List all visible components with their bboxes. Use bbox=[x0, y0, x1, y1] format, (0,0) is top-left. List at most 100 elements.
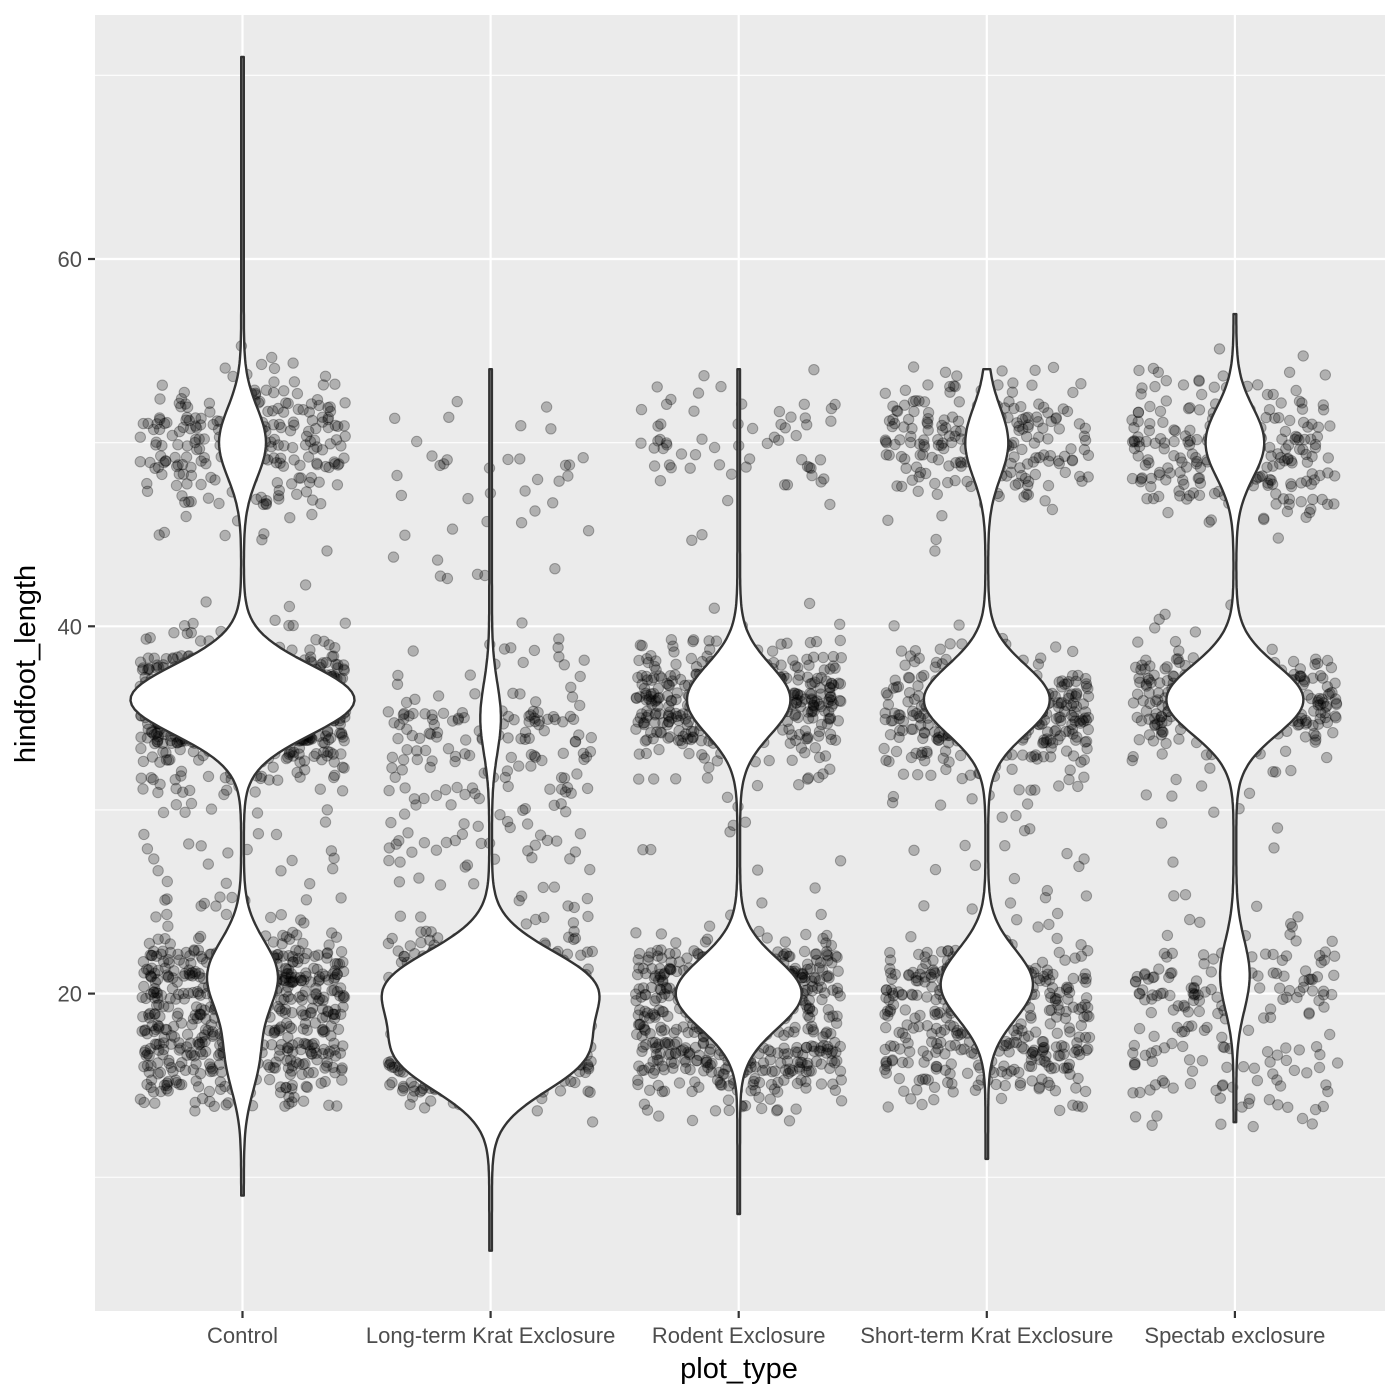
jitter-point bbox=[179, 806, 191, 818]
jitter-point bbox=[538, 725, 550, 737]
jitter-point bbox=[816, 964, 829, 976]
jitter-point bbox=[321, 952, 333, 964]
jitter-point bbox=[686, 1114, 699, 1127]
jitter-point bbox=[184, 784, 196, 797]
jitter-point bbox=[814, 454, 827, 466]
jitter-point bbox=[462, 492, 474, 505]
jitter-point bbox=[195, 840, 207, 852]
jitter-point bbox=[1063, 773, 1075, 786]
jitter-point bbox=[1082, 945, 1094, 957]
jitter-point bbox=[1297, 350, 1309, 362]
jitter-point bbox=[829, 662, 841, 674]
jitter-point bbox=[531, 1105, 543, 1117]
jitter-point bbox=[1069, 690, 1082, 703]
jitter-point bbox=[331, 958, 344, 970]
jitter-point bbox=[196, 1036, 208, 1049]
jitter-point bbox=[387, 551, 400, 563]
jitter-point bbox=[319, 1075, 331, 1088]
jitter-point bbox=[1037, 1036, 1050, 1048]
jitter-point bbox=[293, 742, 306, 754]
jitter-point bbox=[1144, 400, 1156, 413]
jitter-point bbox=[162, 1075, 175, 1088]
jitter-point bbox=[953, 619, 965, 631]
jitter-point bbox=[633, 773, 645, 785]
jitter-point bbox=[1064, 764, 1076, 776]
jitter-point bbox=[664, 731, 676, 743]
jitter-point bbox=[337, 1001, 349, 1013]
jitter-point bbox=[282, 751, 294, 763]
jitter-point bbox=[276, 1005, 288, 1017]
jitter-point bbox=[193, 433, 205, 445]
jitter-point bbox=[808, 1041, 820, 1053]
jitter-point bbox=[399, 529, 411, 541]
jitter-point bbox=[835, 652, 847, 664]
jitter-point bbox=[824, 691, 837, 703]
jitter-point bbox=[958, 1043, 970, 1055]
jitter-point bbox=[670, 693, 682, 706]
jitter-point bbox=[137, 783, 149, 795]
jitter-point bbox=[835, 1095, 848, 1107]
jitter-point bbox=[306, 508, 318, 521]
jitter-point bbox=[143, 1009, 155, 1021]
jitter-point bbox=[880, 1055, 892, 1068]
jitter-point bbox=[529, 505, 541, 517]
jitter-point bbox=[161, 893, 173, 905]
jitter-point bbox=[757, 1057, 770, 1069]
jitter-point bbox=[472, 820, 484, 832]
jitter-point bbox=[153, 1020, 165, 1033]
jitter-point bbox=[1008, 451, 1020, 463]
jitter-point bbox=[1067, 386, 1079, 399]
jitter-point bbox=[297, 937, 309, 950]
jitter-point bbox=[711, 1074, 724, 1086]
jitter-point bbox=[527, 705, 539, 718]
jitter-point bbox=[304, 878, 316, 890]
jitter-point bbox=[335, 946, 348, 958]
jitter-point bbox=[327, 1061, 339, 1074]
jitter-point bbox=[159, 933, 171, 945]
jitter-point bbox=[879, 1043, 891, 1056]
jitter-point bbox=[162, 1085, 174, 1097]
jitter-point bbox=[319, 816, 332, 828]
jitter-point bbox=[1146, 1119, 1158, 1132]
jitter-point bbox=[883, 415, 896, 427]
jitter-point bbox=[995, 1092, 1008, 1105]
jitter-point bbox=[326, 984, 338, 997]
jitter-point bbox=[1082, 723, 1095, 736]
jitter-point bbox=[1051, 932, 1063, 945]
jitter-point bbox=[389, 412, 401, 424]
jitter-point bbox=[189, 436, 201, 449]
jitter-point bbox=[297, 1023, 309, 1035]
jitter-point bbox=[207, 418, 219, 431]
jitter-point bbox=[698, 752, 711, 764]
jitter-point bbox=[278, 974, 290, 987]
jitter-point bbox=[148, 1025, 160, 1038]
jitter-point bbox=[198, 433, 211, 445]
jitter-point bbox=[324, 405, 337, 418]
jitter-point bbox=[824, 763, 836, 775]
jitter-point bbox=[1074, 470, 1086, 483]
jitter-point bbox=[670, 937, 682, 949]
jitter-point bbox=[286, 976, 299, 988]
jitter-point bbox=[415, 936, 427, 949]
jitter-point bbox=[154, 1066, 167, 1079]
jitter-point bbox=[151, 659, 163, 671]
jitter-point bbox=[304, 644, 316, 656]
jitter-point bbox=[930, 533, 942, 546]
jitter-point bbox=[339, 397, 351, 409]
jitter-point bbox=[294, 459, 306, 471]
jitter-point bbox=[1251, 900, 1263, 912]
jitter-point bbox=[181, 1049, 193, 1061]
jitter-point bbox=[287, 416, 300, 428]
jitter-point bbox=[310, 1047, 322, 1059]
jitter-point bbox=[882, 1101, 894, 1113]
jitter-point bbox=[463, 749, 476, 762]
jitter-point bbox=[289, 971, 302, 983]
jitter-point bbox=[911, 1084, 923, 1096]
jitter-point bbox=[824, 728, 837, 740]
jitter-point bbox=[907, 361, 920, 373]
jitter-point bbox=[277, 950, 289, 962]
jitter-point bbox=[295, 1043, 307, 1056]
jitter-point bbox=[882, 514, 894, 526]
jitter-point bbox=[1033, 1083, 1045, 1095]
jitter-point bbox=[1070, 1082, 1082, 1094]
